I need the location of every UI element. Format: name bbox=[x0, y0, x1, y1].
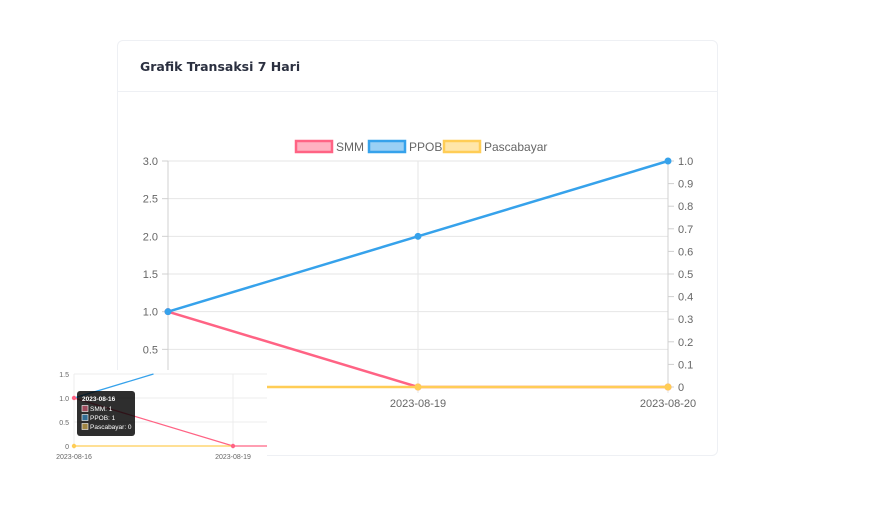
y-right-tick-label: 0.3 bbox=[678, 314, 693, 326]
tooltip-swatch bbox=[81, 405, 89, 412]
inset-data-point-smm bbox=[230, 443, 236, 449]
data-point-pascabayar bbox=[414, 383, 422, 391]
legend-swatch-smm bbox=[294, 139, 334, 154]
tooltip-line: SMM: 1 bbox=[90, 406, 113, 413]
y-right-tick-label: 0.1 bbox=[678, 359, 693, 371]
card-title: Grafik Transaksi 7 Hari bbox=[140, 58, 301, 74]
inset-y-tick-label: 1.5 bbox=[59, 372, 69, 379]
y-right-tick-label: 0.4 bbox=[678, 292, 693, 304]
inset-x-tick-label: 2023-08-19 bbox=[215, 454, 251, 461]
inset-data-point-smm bbox=[71, 395, 77, 401]
tooltip: 2023-08-16 SMM: 1 PPOB: 1 Pascabayar: 0 bbox=[77, 391, 135, 436]
y-left-tick-label: 2.5 bbox=[143, 194, 158, 206]
inset-chart: 0 0.5 1.0 1.5 2023-08-16 2023-08-19 2023-08-16… bbox=[56, 372, 267, 461]
inset-data-point-pascabayar bbox=[71, 443, 77, 449]
inset-x-tick-label: 2023-08-16 bbox=[56, 454, 92, 461]
y-right-tick-label: 0.5 bbox=[678, 269, 693, 281]
inset-y-tick-label: 0.5 bbox=[59, 420, 69, 427]
legend-swatch-pascabayar bbox=[442, 139, 482, 154]
y-right-tick-label: 0.2 bbox=[678, 337, 693, 349]
data-point-ppob bbox=[664, 157, 672, 165]
y-left-tick-label: 3.0 bbox=[143, 156, 158, 168]
y-right-tick-label: 0 bbox=[678, 382, 684, 394]
chart-axes: 0.5 1.0 1.5 2.0 2.5 3.0 0 0.1 0.2 0.3 0.4 0.5 0.6 0.7… bbox=[143, 156, 696, 410]
y-right-tick-label: 0.8 bbox=[678, 201, 693, 213]
y-right-tick-label: 0.6 bbox=[678, 246, 693, 258]
legend-label-smm: SMM bbox=[336, 140, 364, 154]
legend-label-ppob: PPOB bbox=[409, 140, 442, 154]
legend-swatch-ppob bbox=[367, 139, 407, 154]
chart-grid bbox=[167, 160, 669, 393]
y-right-tick-label: 1.0 bbox=[678, 156, 693, 168]
tooltip-swatch bbox=[81, 414, 89, 421]
x-tick-label: 2023-08-19 bbox=[390, 398, 446, 410]
data-point-ppob bbox=[164, 308, 172, 316]
tooltip-line: Pascabayar: 0 bbox=[90, 424, 132, 431]
card-header: Grafik Transaksi 7 Hari bbox=[118, 41, 717, 92]
inset-y-tick-label: 0 bbox=[65, 444, 69, 451]
y-left-tick-label: 0.5 bbox=[143, 344, 158, 356]
data-point-ppob bbox=[414, 232, 422, 240]
tooltip-line: PPOB: 1 bbox=[90, 415, 116, 422]
y-left-tick-label: 1.5 bbox=[143, 269, 158, 281]
tooltip-inset: 0 0.5 1.0 1.5 2023-08-16 2023-08-19 2023-08-16… bbox=[55, 370, 267, 462]
y-left-tick-label: 2.0 bbox=[143, 231, 158, 243]
y-left-tick-label: 1.0 bbox=[143, 307, 158, 319]
inset-y-tick-label: 1.0 bbox=[59, 396, 69, 403]
legend-label-pascabayar: Pascabayar bbox=[484, 140, 547, 154]
y-right-tick-label: 0.9 bbox=[678, 179, 693, 191]
chart-legend[interactable]: SMM PPOB Pascabayar bbox=[294, 139, 547, 154]
y-right-tick-label: 0.7 bbox=[678, 224, 693, 236]
data-point-pascabayar bbox=[664, 383, 672, 391]
tooltip-box bbox=[77, 391, 135, 436]
tooltip-title: 2023-08-16 bbox=[82, 396, 116, 403]
x-tick-label: 2023-08-20 bbox=[640, 398, 696, 410]
tooltip-swatch bbox=[81, 423, 89, 430]
